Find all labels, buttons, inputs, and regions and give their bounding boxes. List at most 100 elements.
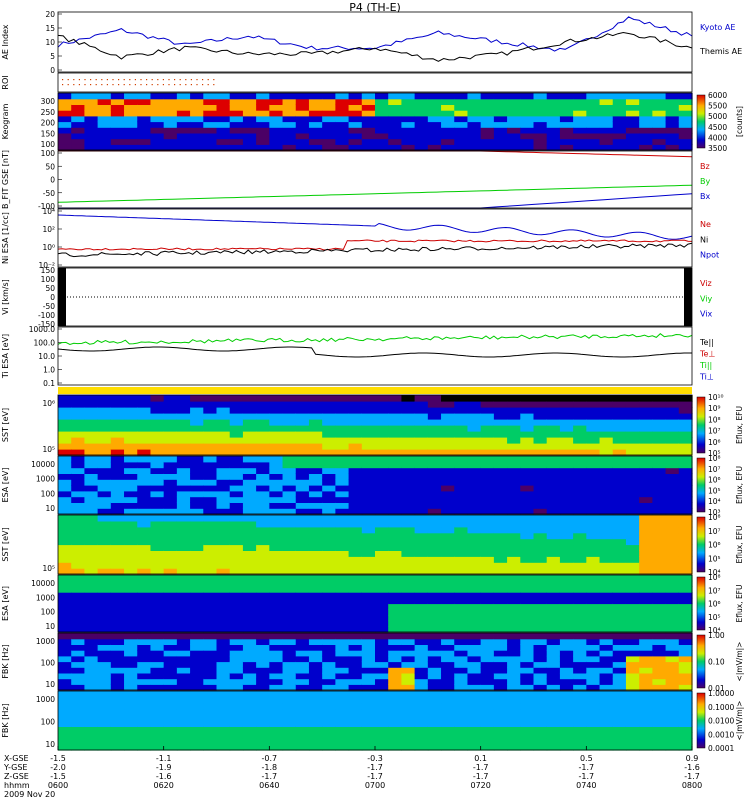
heatmap-cell (361, 401, 376, 408)
heatmap-cell (335, 744, 350, 751)
heatmap-cell (467, 732, 482, 739)
roi-dot (95, 79, 97, 81)
heatmap-cell (335, 696, 350, 704)
heatmap-cell (110, 526, 125, 534)
heatmap-cell (163, 431, 178, 438)
heatmap-cell (216, 490, 231, 498)
heatmap-cell (493, 633, 508, 640)
heatmap-cell (216, 732, 231, 739)
heatmap-cell (256, 419, 270, 426)
heatmap-cell (58, 580, 72, 587)
bfield-ytick: 0 (50, 176, 55, 185)
heatmap-cell (586, 614, 601, 622)
heatmap-cell (176, 720, 191, 727)
heatmap-cell (295, 532, 310, 540)
heatmap-cell (124, 544, 138, 551)
heatmap-cell (150, 556, 165, 563)
heatmap-cell (467, 633, 482, 640)
heatmap-cell (322, 479, 336, 486)
heatmap-cell (110, 661, 125, 668)
heatmap-cell (110, 562, 125, 569)
heatmap-cell (282, 626, 297, 633)
heatmap-cell (480, 714, 495, 722)
heatmap-cell (295, 667, 310, 674)
heatmap-cell (295, 708, 310, 716)
heatmap-cell (427, 138, 442, 145)
heatmap-cell (97, 655, 112, 663)
heatmap-cell (441, 586, 455, 593)
heatmap-cell (124, 515, 138, 522)
heatmap-cell (599, 443, 614, 450)
heatmap-cell (137, 127, 152, 134)
heatmap-cell (163, 667, 178, 674)
heatmap-cell (375, 538, 389, 546)
heatmap-cell (454, 456, 469, 463)
heatmap-cell (599, 603, 614, 610)
heatmap-cell (507, 485, 521, 492)
heatmap-cell (520, 515, 535, 522)
heatmap-cell (612, 556, 627, 563)
heatmap-cell (348, 672, 363, 680)
heatmap-cell (388, 515, 403, 522)
heatmap-cell (97, 609, 112, 616)
heatmap-cell (559, 110, 574, 117)
heatmap-cell (401, 550, 416, 557)
heatmap-cell (467, 496, 482, 503)
heatmap-cell (348, 520, 363, 528)
heatmap-cell (110, 655, 125, 663)
heatmap-cell (401, 650, 416, 657)
heatmap-cell (124, 550, 138, 557)
heatmap-cell (110, 449, 125, 456)
heatmap-cell (163, 443, 178, 450)
heatmap-cell (176, 691, 191, 698)
heatmap-cell (137, 467, 152, 474)
heatmap-cell (295, 93, 310, 100)
heatmap-cell (348, 609, 363, 616)
heatmap-cell (335, 138, 350, 145)
heatmap-cell (242, 544, 257, 551)
heatmap-cell (401, 437, 416, 444)
heatmap-cell (652, 515, 667, 522)
heatmap-cell (124, 667, 138, 674)
heatmap-cell (97, 620, 112, 627)
heatmap-cell (282, 609, 297, 616)
heatmap-cell (612, 603, 627, 610)
heatmap-cell (454, 104, 469, 111)
heatmap-cell (335, 473, 350, 480)
heatmap-cell (190, 401, 204, 408)
heatmap-cell (441, 720, 455, 727)
heatmap-cell (480, 485, 495, 492)
heatmap-cell (467, 744, 482, 751)
heatmap-cell (124, 502, 138, 509)
heatmap-cell (625, 556, 640, 563)
heatmap-cell (282, 104, 297, 111)
heatmap-cell (242, 127, 257, 134)
heatmap-cell (124, 449, 138, 456)
heatmap-cell (533, 744, 548, 751)
heatmap-cell (190, 515, 204, 522)
heatmap-cell (203, 515, 218, 522)
heatmap-cell (546, 678, 561, 685)
heatmap-cell (216, 138, 231, 145)
heatmap-cell (335, 490, 350, 498)
esa_elec-heatmap (58, 575, 693, 633)
heatmap-cell (625, 449, 640, 456)
roi-dot (123, 79, 125, 81)
heatmap-cell (375, 93, 389, 100)
heatmap-cell (361, 502, 376, 509)
heatmap-cell (388, 496, 403, 503)
heatmap-cell (388, 544, 403, 551)
heatmap-cell (573, 425, 587, 432)
heatmap-cell (269, 98, 284, 105)
heatmap-cell (639, 461, 653, 469)
heatmap-cell (282, 592, 297, 599)
heatmap-cell (190, 603, 204, 610)
heatmap-cell (348, 644, 363, 651)
heatmap-cell (665, 138, 680, 145)
heatmap-cell (454, 502, 469, 509)
heatmap-cell (348, 708, 363, 716)
heatmap-cell (678, 720, 693, 727)
